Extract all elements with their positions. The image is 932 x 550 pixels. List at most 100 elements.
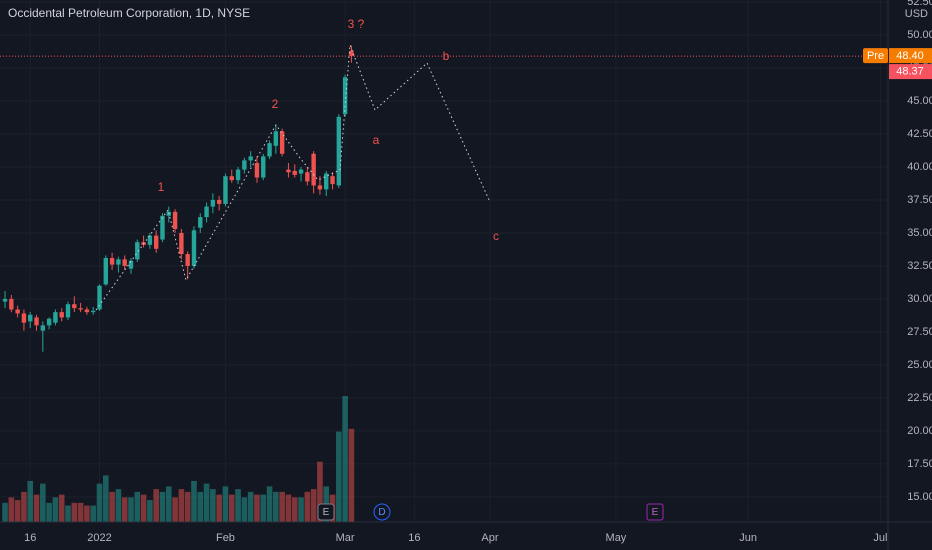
candle-body [279, 131, 285, 154]
volume-bar [58, 494, 65, 522]
volume-bar [336, 431, 342, 522]
price-tags: Pre 48.40 48.37 [0, 48, 932, 80]
volume-bar [21, 491, 27, 522]
x-tick-label: Apr [481, 532, 498, 544]
candle-body [84, 309, 90, 313]
y-tick-label: 22.50 [907, 392, 932, 404]
candle-body [216, 199, 222, 204]
candle-body [229, 176, 234, 181]
volume-bar [184, 491, 191, 522]
event-badge[interactable] [373, 503, 391, 521]
volume-bar [96, 483, 103, 522]
event-badge[interactable] [317, 503, 335, 521]
wave-label: a [373, 133, 380, 147]
volume-bar [8, 497, 15, 522]
y-tick-label: 42.50 [907, 128, 932, 140]
last-price-box [889, 64, 932, 80]
wave-label: 1 [158, 180, 165, 194]
y-tick-label: 20.00 [907, 425, 932, 437]
volume-bar [273, 491, 279, 522]
volume-bar [260, 494, 267, 522]
event-badge[interactable] [646, 503, 664, 521]
volume-bar [317, 461, 323, 522]
volume-bar [285, 494, 292, 522]
chart-title: Occidental Petroleum Corporation, 1D, NY… [8, 6, 250, 20]
axes: 15.00 17.50 20.00 22.50 25.00 27.50 30.00 32.50… [24, 0, 932, 544]
candle-body [153, 235, 159, 249]
volume-bar [115, 489, 122, 522]
y-tick-label: 27.50 [907, 326, 932, 338]
volume-bar [77, 502, 84, 522]
candle-body [342, 77, 348, 115]
x-tick-label: 16 [24, 532, 36, 544]
candle-body [72, 304, 77, 309]
volume-bar [147, 500, 153, 522]
volume-bar [27, 480, 34, 522]
volume-bar [46, 502, 52, 522]
candle-body [317, 185, 323, 190]
volume-bar [304, 491, 311, 522]
candle-body [292, 170, 297, 175]
y-tick-label: 32.50 [907, 260, 932, 272]
volume-bar [84, 505, 90, 522]
candle-body [128, 260, 134, 269]
x-tick-label: 2022 [87, 532, 111, 544]
volume-bar [342, 395, 348, 522]
candle-body [242, 160, 247, 170]
candle-body [21, 313, 27, 323]
candle-body [204, 206, 209, 218]
candle-body [147, 235, 153, 245]
candle-body [324, 173, 329, 190]
volume-bar [153, 489, 159, 522]
x-tick-label: Jun [739, 532, 757, 544]
x-tick-label: Mar [336, 532, 355, 544]
candle-body [286, 169, 291, 173]
candle-body [15, 309, 20, 314]
volume-bar [109, 491, 115, 522]
volume-bar [191, 480, 197, 522]
candle-body [46, 318, 52, 326]
volume-bar [71, 502, 78, 522]
x-tick-label: 16 [408, 532, 420, 544]
premarket-price-box [889, 48, 932, 64]
volume-bar [14, 500, 21, 522]
candle-body [267, 143, 272, 157]
y-tick-label: 30.00 [907, 293, 932, 305]
candle-body [28, 314, 33, 322]
event-label: E [323, 507, 330, 518]
candle-body [330, 176, 335, 185]
candle-body [223, 176, 228, 204]
candle-body [311, 153, 316, 186]
volume-bar [197, 491, 204, 522]
event-label: D [378, 507, 385, 518]
volume-bar [235, 489, 241, 522]
candle-body [248, 156, 253, 161]
volume-bar [172, 497, 178, 522]
volume-bar [291, 497, 298, 522]
wave-label: 3 ? [348, 17, 365, 31]
candle-body [59, 312, 64, 318]
y-tick-label: 17.50 [907, 458, 932, 470]
y-tick-label: 50.00 [907, 29, 932, 41]
candle-body [122, 259, 127, 266]
candle-body [172, 211, 178, 229]
volume-bar [210, 489, 216, 522]
volume-bar [128, 497, 134, 522]
volume-bar [247, 491, 254, 522]
candle-body [109, 258, 115, 265]
candle-body [191, 230, 197, 266]
wave-label: b [443, 49, 450, 63]
x-tick-label: Jul [873, 532, 887, 544]
candle-body [185, 254, 190, 266]
volume-bar [65, 505, 71, 522]
wave-label: 2 [272, 97, 279, 111]
volume-bar [134, 491, 141, 522]
volume-bar [241, 497, 248, 522]
candle-body [210, 199, 216, 207]
candle-body [53, 312, 58, 323]
volume-bar [103, 475, 109, 522]
candle-body [336, 116, 342, 186]
candle-body [135, 242, 140, 260]
volume-bar [279, 491, 285, 522]
candle-body [349, 50, 354, 57]
